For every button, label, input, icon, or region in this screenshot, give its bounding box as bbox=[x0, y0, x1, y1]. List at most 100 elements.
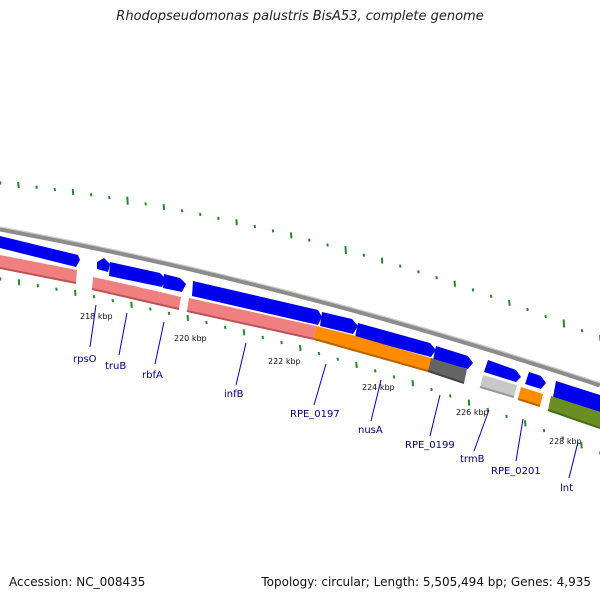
gene-label-RPE_0197: RPE_0197 bbox=[290, 409, 340, 420]
gc-tick bbox=[35, 185, 38, 189]
genome-backbone-highlight bbox=[0, 226, 600, 384]
gc-tick bbox=[580, 328, 584, 333]
leader-line bbox=[89, 304, 97, 348]
gene-label-RPE_0199: RPE_0199 bbox=[405, 440, 455, 451]
gene-label-rpsO: rpsO bbox=[73, 354, 97, 365]
gc-tick bbox=[235, 219, 238, 226]
gene-bar bbox=[187, 298, 316, 339]
leader-line bbox=[154, 321, 165, 365]
leader-line bbox=[429, 394, 441, 437]
scale-tick bbox=[280, 340, 283, 345]
gene-bar bbox=[548, 396, 600, 428]
scale-tick bbox=[336, 357, 339, 361]
cds-arrow bbox=[525, 372, 546, 389]
kbp-label: 224 kbp bbox=[362, 383, 395, 392]
cds-arrow bbox=[433, 346, 473, 369]
gc-tick bbox=[53, 187, 57, 192]
gc-tick bbox=[508, 299, 511, 306]
gene-label-rbfA: rbfA bbox=[142, 370, 163, 381]
scale-tick bbox=[242, 329, 246, 336]
scale-tick bbox=[411, 380, 414, 387]
gene-labels: rpsO truB rbfA infB RPE_0197 nusA RPE_01… bbox=[73, 354, 573, 494]
gene-label-lnt: lnt bbox=[560, 483, 573, 494]
cds-arrow bbox=[355, 323, 436, 357]
gc-tick bbox=[199, 212, 202, 217]
gc-tick bbox=[0, 181, 2, 185]
gc-tick bbox=[271, 229, 275, 233]
gc-tick bbox=[344, 245, 347, 255]
accession-text: Accession: NC_008435 bbox=[9, 575, 146, 589]
gene-bar bbox=[428, 358, 467, 383]
scale-tick bbox=[224, 325, 227, 330]
scale-tick bbox=[449, 394, 452, 398]
scale-tick bbox=[561, 436, 564, 440]
kbp-label: 218 kbp bbox=[80, 312, 113, 321]
leader-line bbox=[568, 441, 579, 479]
scale-tick bbox=[392, 375, 396, 379]
gene-bar-shadow bbox=[0, 267, 77, 284]
scale-tick bbox=[580, 442, 583, 449]
scale-tick bbox=[486, 407, 489, 412]
cds-arrow bbox=[97, 258, 110, 272]
gc-tick bbox=[380, 257, 384, 264]
scale-tick bbox=[205, 320, 208, 325]
gene-bar-shadow bbox=[517, 398, 541, 407]
gc-tick bbox=[17, 181, 20, 189]
kbp-label: 222 kbp bbox=[268, 357, 301, 366]
gene-bar-shadow bbox=[547, 409, 600, 429]
gc-tick bbox=[562, 319, 566, 328]
gc-tick bbox=[126, 196, 129, 205]
scale-tick bbox=[467, 399, 471, 406]
scale-ticks bbox=[0, 277, 600, 455]
scale-tick bbox=[17, 279, 21, 286]
scale-tick bbox=[55, 287, 58, 291]
gene-bar-shadow bbox=[479, 386, 515, 398]
gene-label-trmB: trmB bbox=[460, 454, 485, 465]
gc-tick bbox=[108, 195, 111, 200]
scale-tick bbox=[130, 301, 133, 308]
scale-tick bbox=[299, 344, 302, 352]
gc-tick bbox=[308, 238, 311, 242]
gene-bar bbox=[480, 375, 517, 397]
kbp-label: 228 kbp bbox=[549, 437, 582, 446]
scale-tick bbox=[0, 277, 2, 281]
cds-arrow bbox=[0, 236, 80, 267]
gc-tick bbox=[89, 193, 93, 197]
gc-tick bbox=[471, 288, 475, 292]
gc-tick bbox=[489, 294, 493, 298]
gc-tick bbox=[253, 224, 257, 229]
gene-bar bbox=[349, 335, 431, 371]
gene-label-truB: truB bbox=[105, 361, 126, 372]
kbp-scale-labels: 218 kbp 220 kbp 222 kbp 224 kbp 226 kbp … bbox=[80, 312, 582, 446]
gc-tick bbox=[326, 243, 329, 247]
genome-summary-text: Topology: circular; Length: 5,505,494 bp… bbox=[261, 575, 591, 589]
gene-feature-track bbox=[0, 255, 600, 429]
gene-bar bbox=[105, 280, 160, 304]
scale-tick bbox=[505, 414, 508, 418]
cds-arrow bbox=[320, 312, 358, 334]
cds-arrow bbox=[163, 274, 186, 292]
gc-tick bbox=[453, 280, 457, 287]
scale-tick bbox=[167, 311, 171, 316]
kbp-label: 220 kbp bbox=[174, 334, 207, 343]
cds-arrow bbox=[109, 262, 166, 287]
gene-label-nusA: nusA bbox=[358, 425, 383, 436]
gc-tick bbox=[435, 276, 438, 280]
scale-tick bbox=[36, 283, 39, 288]
scale-tick bbox=[186, 314, 189, 321]
leader-line bbox=[515, 418, 524, 462]
gc-tick bbox=[526, 307, 529, 312]
gc-tick bbox=[399, 264, 402, 268]
gc-tick bbox=[417, 270, 420, 274]
gene-bar bbox=[518, 387, 543, 406]
scale-tick bbox=[317, 351, 321, 356]
gene-bar-shadow bbox=[313, 338, 429, 372]
gc-tick bbox=[162, 204, 166, 211]
genome-backbone bbox=[0, 226, 600, 388]
gene-bar bbox=[0, 255, 77, 283]
gene-bar-shadow bbox=[186, 310, 315, 340]
figure-title: Rhodopseudomonas palustris BisA53, compl… bbox=[116, 9, 484, 24]
leader-line bbox=[370, 379, 382, 422]
